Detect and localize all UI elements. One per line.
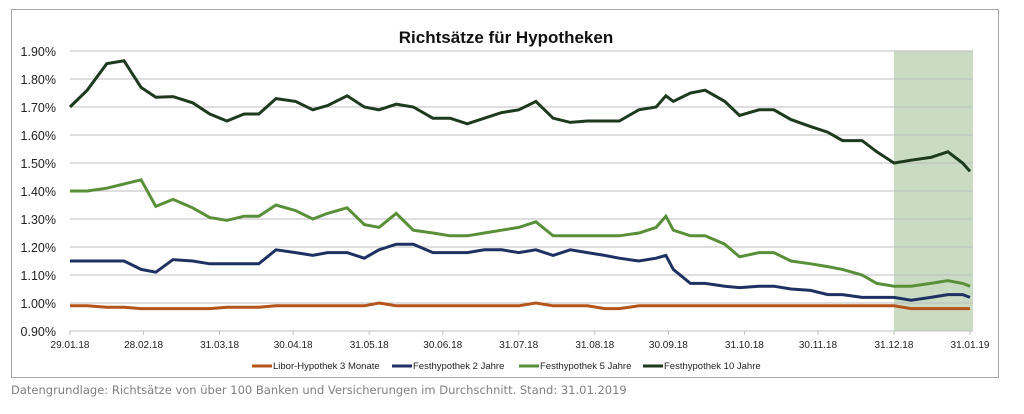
y-tick-label: 1.70% bbox=[21, 101, 56, 115]
x-tick-label: 31.08.18 bbox=[575, 340, 614, 351]
y-tick-label: 1.90% bbox=[21, 45, 56, 59]
x-tick-label: 30.04.18 bbox=[274, 340, 313, 351]
x-tick-label: 29.01.18 bbox=[51, 340, 90, 351]
y-tick-label: 1.50% bbox=[21, 157, 56, 171]
x-tick-label: 31.10.18 bbox=[725, 340, 764, 351]
series-3 bbox=[68, 59, 972, 173]
series-line bbox=[70, 301, 970, 311]
legend-label: Festhypothek 2 Jahre bbox=[413, 361, 504, 372]
x-tick-label: 31.05.18 bbox=[350, 340, 389, 351]
y-tick-label: 0.90% bbox=[21, 325, 56, 339]
series-0 bbox=[69, 301, 971, 311]
y-tick-label: 1.00% bbox=[21, 297, 56, 311]
line-chart: Richtsätze für Hypotheken 1.90% 1.80% 1.70… bbox=[21, 28, 990, 372]
legend-item: Festhypothek 2 Jahre bbox=[392, 361, 504, 372]
legend-item: Festhypothek 10 Jahre bbox=[643, 361, 761, 372]
y-tick-label: 1.60% bbox=[21, 129, 56, 143]
x-tick-label: 30.06.18 bbox=[423, 340, 462, 351]
legend-label: Festhypothek 10 Jahre bbox=[664, 361, 761, 372]
legend-item: Libor-Hypothek 3 Monate bbox=[252, 361, 380, 372]
x-tick-label: 28.02.18 bbox=[124, 340, 163, 351]
series-line bbox=[68, 59, 972, 173]
y-tick-label: 1.30% bbox=[21, 213, 56, 227]
x-tick-label: 31.07.18 bbox=[499, 340, 538, 351]
chart-title: Richtsätze für Hypotheken bbox=[399, 28, 613, 47]
x-tick-label: 30.11.18 bbox=[799, 340, 838, 351]
x-tick-label: 31.01.19 bbox=[951, 340, 990, 351]
x-tick-label: 31.12.18 bbox=[875, 340, 914, 351]
y-tick-label: 1.40% bbox=[21, 185, 56, 199]
series-2 bbox=[69, 178, 971, 288]
legend-item: Festhypothek 5 Jahre bbox=[519, 361, 631, 372]
x-tick-label: 30.09.18 bbox=[649, 340, 688, 351]
data-source-caption: Datengrundlage: Richtsätze von über 100 … bbox=[11, 383, 627, 397]
y-tick-label: 1.10% bbox=[21, 269, 56, 283]
legend-label: Festhypothek 5 Jahre bbox=[540, 361, 631, 372]
y-tick-label: 1.20% bbox=[21, 241, 56, 255]
legend-label: Libor-Hypothek 3 Monate bbox=[273, 361, 380, 372]
y-tick-label: 1.80% bbox=[21, 73, 56, 87]
series-1 bbox=[69, 242, 971, 302]
x-tick-label: 31.03.18 bbox=[200, 340, 239, 351]
series-line bbox=[70, 178, 971, 288]
chart-frame bbox=[11, 9, 999, 378]
series-line bbox=[70, 242, 971, 302]
